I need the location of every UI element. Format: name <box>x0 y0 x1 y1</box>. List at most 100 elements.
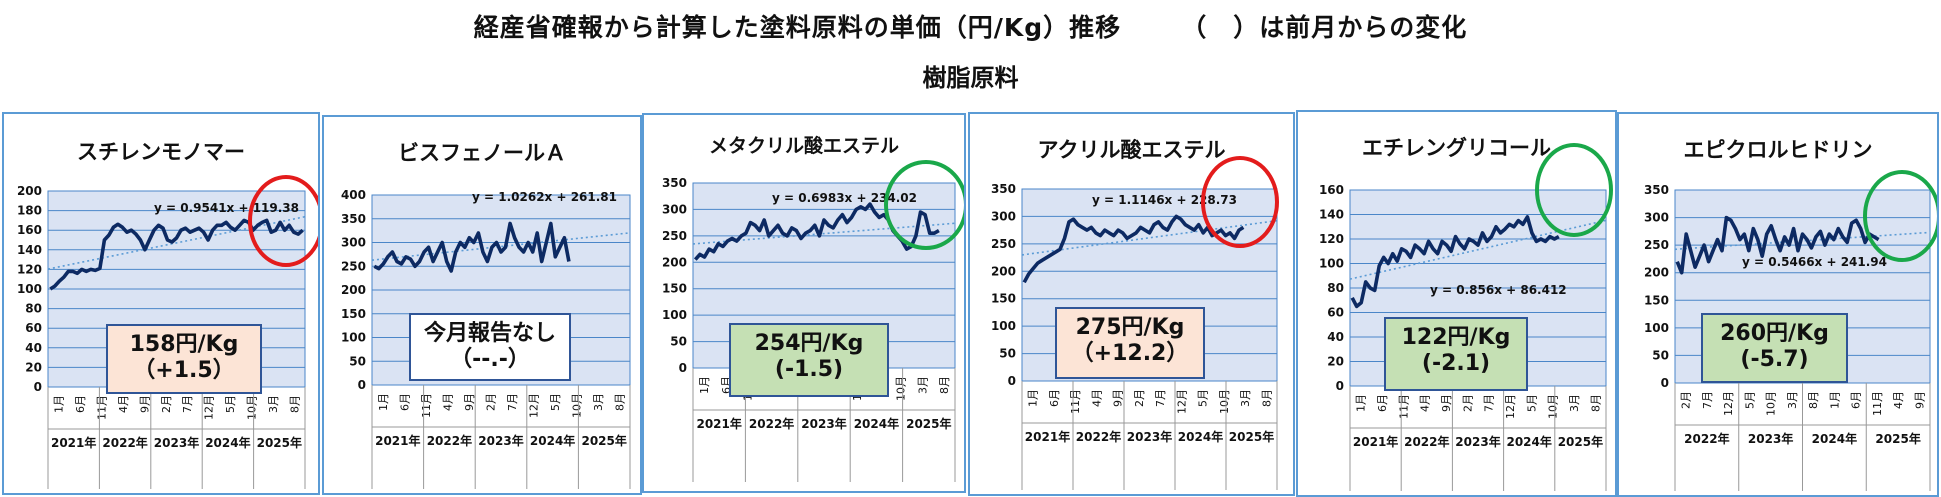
latest-price: 254円/Kg <box>754 331 864 356</box>
latest-value-box: 254円/Kg (-1.5) <box>729 323 889 397</box>
latest-price: 275円/Kg <box>1075 315 1185 340</box>
x-month-label: 6月 <box>1850 391 1863 409</box>
latest-price: 今月報告なし <box>423 321 556 346</box>
x-month-label: 9月 <box>138 395 151 413</box>
y-tick-label: 80 <box>25 302 42 316</box>
x-month-label: 3月 <box>1786 391 1799 409</box>
x-month-label: 6月 <box>398 393 411 411</box>
x-year-label: 2025年 <box>1875 431 1920 446</box>
x-year-label: 2022年 <box>102 435 147 450</box>
x-year-label: 2021年 <box>375 433 420 448</box>
x-month-label: 2月 <box>1680 391 1693 409</box>
y-tick-label: 100 <box>1319 257 1344 271</box>
y-tick-label: 0 <box>1661 376 1669 390</box>
trendline <box>1349 219 1607 280</box>
x-month-label: 11月 <box>1069 389 1082 414</box>
chart-panel: エチレングリコール 0 20 40 60 80 100 120 140 160 y = 0.856x… <box>1296 110 1617 497</box>
x-year-label: 2021年 <box>696 416 741 431</box>
x-month-label: 3月 <box>1568 394 1581 412</box>
x-month-label: 7月 <box>181 395 194 413</box>
x-month-label: 1月 <box>377 393 390 411</box>
trend-equation: y = 1.1146x + 228.73 <box>1092 193 1237 207</box>
chart-svg: 0 50 100 150 200 250 300 350 y = 0.5466x + 241.9… <box>1644 170 1937 491</box>
x-month-label: 8月 <box>288 395 301 413</box>
x-year-label: 2022年 <box>1076 429 1121 444</box>
latest-value-box: 275円/Kg （+12.2） <box>1055 307 1205 379</box>
y-tick-label: 350 <box>991 182 1016 196</box>
series-line <box>49 218 304 291</box>
x-month-label: 1月 <box>53 395 66 413</box>
chart-title: エピクロルヒドリン <box>1683 138 1873 162</box>
x-month-label: 9月 <box>1440 394 1453 412</box>
x-month-label: 2月 <box>160 395 173 413</box>
y-tick-label: 180 <box>17 204 42 218</box>
y-tick-label: 250 <box>662 229 687 243</box>
y-tick-label: 0 <box>358 378 366 392</box>
y-tick-label: 20 <box>25 360 42 374</box>
x-year-label: 2024年 <box>1178 429 1223 444</box>
x-month-label: 10月 <box>245 395 258 420</box>
y-tick-label: 200 <box>1644 266 1669 280</box>
y-tick-label: 100 <box>991 319 1016 333</box>
trend-equation: y = 0.6983x + 234.02 <box>772 191 917 205</box>
x-month-label: 4月 <box>1090 389 1103 407</box>
x-year-label: 2022年 <box>1684 431 1729 446</box>
y-tick-label: 160 <box>17 223 42 237</box>
x-month-label: 7月 <box>1154 389 1167 407</box>
x-year-label: 2023年 <box>154 435 199 450</box>
x-month-label: 8月 <box>1807 391 1820 409</box>
x-month-label: 12月 <box>1504 394 1517 419</box>
chart-title: メタクリル酸エステル <box>708 135 899 157</box>
latest-price: 260円/Kg <box>1720 321 1829 346</box>
x-year-label: 2021年 <box>1025 429 1070 444</box>
chart-svg: 0 50 100 150 200 250 300 350 400 y = 1.0262x + 26… <box>341 188 631 489</box>
y-tick-label: 60 <box>25 321 42 335</box>
y-tick-label: 0 <box>679 361 687 375</box>
x-month-label: 3月 <box>1239 389 1252 407</box>
x-month-label: 9月 <box>1112 389 1125 407</box>
x-month-label: 8月 <box>613 393 626 411</box>
x-year-label: 2024年 <box>205 435 250 450</box>
x-year-label: 2022年 <box>427 433 472 448</box>
chart-title: スチレンモノマー <box>77 140 245 164</box>
price-change: （+12.2） <box>1071 341 1189 367</box>
y-tick-label: 50 <box>670 335 687 349</box>
y-tick-label: 250 <box>341 259 366 273</box>
x-year-label: 2024年 <box>1506 434 1551 449</box>
series-line <box>1675 215 1880 275</box>
y-tick-label: 100 <box>17 282 42 296</box>
x-month-label: 6月 <box>1376 394 1389 412</box>
trend-equation: y = 0.5466x + 241.94 <box>1742 255 1887 269</box>
chart-panel: ビスフェノールＡ 0 50 100 150 200 250 300 350 400 y = 1.02… <box>322 115 642 495</box>
chart-svg: 0 50 100 150 200 250 300 350 y = 0.6983x + 234.0… <box>662 160 964 482</box>
x-month-label: 7月 <box>506 393 519 411</box>
chart-svg: 0 20 40 60 80 100 120 140 160 y = 0.856x + 86.412… <box>1319 143 1613 491</box>
y-tick-label: 160 <box>1319 183 1344 197</box>
x-month-label: 4月 <box>441 393 454 411</box>
x-month-label: 4月 <box>1892 391 1905 409</box>
x-month-label: 7月 <box>1483 394 1496 412</box>
y-tick-label: 200 <box>17 184 42 198</box>
x-month-label: 5月 <box>1525 394 1538 412</box>
x-month-label: 6月 <box>1048 389 1061 407</box>
x-year-label: 2023年 <box>1455 434 1500 449</box>
y-tick-label: 40 <box>25 341 42 355</box>
y-tick-label: 300 <box>341 236 366 250</box>
trendline <box>692 222 956 245</box>
x-year-label: 2023年 <box>478 433 523 448</box>
trendline <box>371 232 631 261</box>
x-year-label: 2024年 <box>530 433 575 448</box>
x-month-label: 2月 <box>1133 389 1146 407</box>
x-month-label: 4月 <box>117 395 130 413</box>
y-tick-label: 20 <box>1327 355 1344 369</box>
x-month-label: 5月 <box>224 395 237 413</box>
x-month-label: 4月 <box>1419 394 1432 412</box>
y-tick-label: 0 <box>34 380 42 394</box>
y-tick-label: 250 <box>991 237 1016 251</box>
y-tick-label: 250 <box>1644 238 1669 252</box>
x-year-label: 2022年 <box>1404 434 1449 449</box>
highlight-circle <box>1535 143 1613 237</box>
x-month-label: 10月 <box>1547 394 1560 419</box>
x-month-label: 11月 <box>420 393 433 418</box>
x-month-label: 1月 <box>1355 394 1368 412</box>
